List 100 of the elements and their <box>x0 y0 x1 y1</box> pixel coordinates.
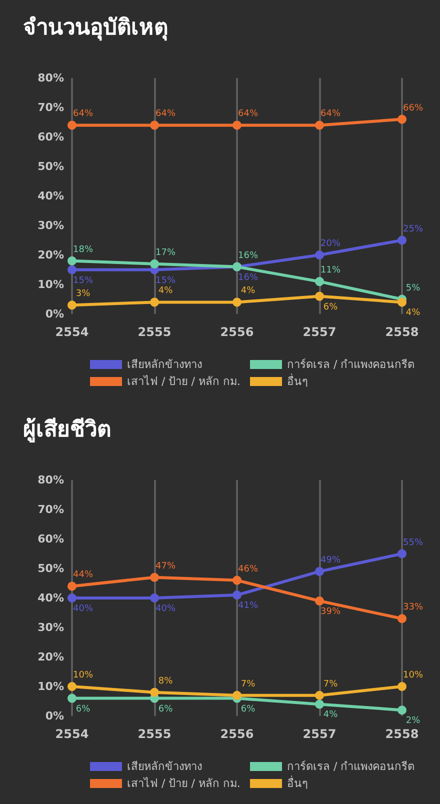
data-label: 64% <box>238 109 258 120</box>
data-label: 16% <box>238 250 258 261</box>
data-label: 66% <box>402 103 424 114</box>
data-label: 15% <box>72 276 94 286</box>
data-label: 25% <box>402 224 424 234</box>
point <box>68 256 76 266</box>
data-label: 40% <box>72 604 94 614</box>
point <box>315 250 324 260</box>
data-label: 4% <box>406 308 421 318</box>
x-tick-label: 2558 <box>385 325 419 339</box>
chart-title: จำนวนอุบัติเหตุ <box>23 16 168 42</box>
data-label: 47% <box>155 561 176 572</box>
legend-label: เสาไฟ / ป้าย / หลัก กม. <box>127 777 240 790</box>
x-tick-label: 2556 <box>220 325 254 339</box>
point <box>315 596 324 606</box>
point <box>398 706 406 715</box>
y-tick-label: 70% <box>38 503 64 516</box>
point <box>150 259 159 268</box>
y-tick-label: 40% <box>38 592 64 604</box>
y-tick-label: 50% <box>38 562 64 575</box>
y-tick-label: 80% <box>38 474 64 486</box>
data-label: 18% <box>72 244 94 255</box>
data-label: 2% <box>406 716 421 726</box>
legend-label: การ์ดเรล / กำแพงคอนกรีต <box>287 760 415 773</box>
data-label: 44% <box>72 570 94 580</box>
y-tick-label: 20% <box>38 650 64 664</box>
point <box>315 700 324 709</box>
data-label: 7% <box>240 679 256 690</box>
x-tick-label: 2557 <box>302 325 336 339</box>
data-label: 6% <box>323 302 338 312</box>
data-label: 55% <box>402 538 424 548</box>
y-tick-label: 80% <box>38 72 64 84</box>
x-tick-label: 2557 <box>302 727 336 741</box>
data-label: 64% <box>155 109 176 120</box>
data-label: 41% <box>238 601 258 612</box>
data-label: 40% <box>155 604 176 614</box>
x-tick-label: 2554 <box>55 325 89 339</box>
point <box>68 300 76 310</box>
x-tick-label: 2556 <box>220 727 254 741</box>
data-label: 4% <box>158 286 174 296</box>
y-tick-label: 60% <box>38 532 64 546</box>
x-tick-label: 2555 <box>138 325 172 339</box>
data-label: 64% <box>72 109 94 120</box>
x-tick-label: 2558 <box>385 727 419 741</box>
data-label: 6% <box>240 704 256 714</box>
point <box>398 298 406 307</box>
y-tick-label: 30% <box>38 621 64 634</box>
point <box>150 298 159 307</box>
data-label: 17% <box>155 248 176 258</box>
x-tick-label: 2554 <box>55 727 89 741</box>
legend-label: เสียหลักข้างทาง <box>127 760 202 773</box>
point <box>68 694 76 703</box>
point <box>398 682 406 691</box>
data-label: 15% <box>155 276 176 286</box>
y-tick-label: 60% <box>38 130 64 144</box>
legend-label: เสียหลักข้างทาง <box>127 358 202 371</box>
point <box>232 120 242 130</box>
point <box>315 292 324 301</box>
y-tick-label: 50% <box>38 160 64 173</box>
point <box>232 690 242 700</box>
y-tick-label: 20% <box>38 248 64 262</box>
data-label: 6% <box>76 704 91 714</box>
y-tick-label: 0% <box>45 710 64 722</box>
point <box>68 265 76 274</box>
point <box>315 120 324 130</box>
point <box>68 120 76 130</box>
data-label: 64% <box>320 109 341 120</box>
y-tick-label: 70% <box>38 101 64 114</box>
point <box>68 594 76 602</box>
point <box>150 594 159 602</box>
data-label: 46% <box>238 564 258 574</box>
data-label: 5% <box>406 283 421 294</box>
point <box>232 590 242 600</box>
point <box>232 298 242 307</box>
chart-title: ผู้เสียชีวิต <box>23 418 111 444</box>
point <box>150 120 159 130</box>
data-label: 39% <box>320 606 341 617</box>
legend-label: การ์ดเรล / กำแพงคอนกรีต <box>287 358 415 371</box>
point <box>398 614 406 624</box>
data-label: 33% <box>402 602 424 613</box>
data-label: 6% <box>158 704 174 714</box>
data-label: 4% <box>240 286 256 296</box>
legend-label: เสาไฟ / ป้าย / หลัก กม. <box>127 375 240 388</box>
point <box>150 688 159 697</box>
point <box>68 582 76 591</box>
legend-label: อื่นๆ <box>287 373 308 388</box>
point <box>398 236 406 245</box>
point <box>150 572 159 582</box>
point <box>68 682 76 691</box>
point <box>398 549 406 558</box>
point <box>315 566 324 576</box>
data-label: 20% <box>320 239 341 249</box>
data-label: 4% <box>323 710 338 720</box>
data-label: 10% <box>72 670 94 680</box>
legend-label: อื่นๆ <box>287 775 308 790</box>
data-label: 16% <box>238 272 258 283</box>
point <box>315 277 324 286</box>
point <box>232 576 242 585</box>
data-label: 3% <box>76 289 91 300</box>
data-label: 49% <box>320 555 341 566</box>
